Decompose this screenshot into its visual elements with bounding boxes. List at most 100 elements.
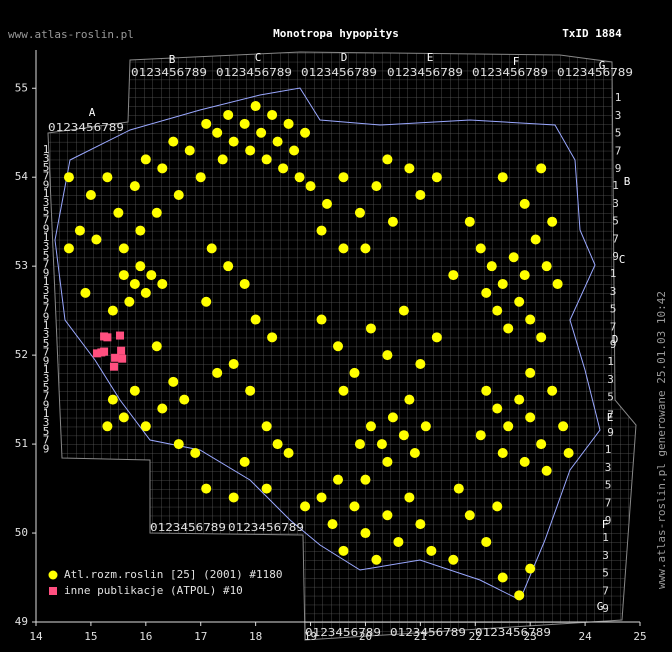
x-tick-label: 23 [524, 630, 537, 643]
point [173, 190, 184, 201]
row-digit: 3 [43, 416, 50, 429]
point [519, 270, 530, 281]
row-digit: 5 [612, 215, 619, 228]
point [300, 501, 311, 512]
point [519, 198, 530, 209]
point [525, 314, 536, 325]
y-tick-label: 49 [15, 615, 28, 628]
point [360, 243, 371, 254]
point [250, 101, 261, 112]
grid-letter: A [89, 106, 96, 119]
point [239, 118, 250, 129]
row-digit: 7 [43, 258, 50, 271]
point [404, 492, 415, 503]
y-tick-label: 50 [15, 526, 28, 539]
point [382, 154, 393, 165]
point [371, 181, 382, 192]
point [74, 225, 85, 236]
point [179, 394, 190, 405]
point [503, 323, 514, 334]
point [536, 332, 547, 343]
point [223, 261, 234, 272]
grid-digits: 0123456789 [305, 626, 381, 639]
row-digit: 7 [602, 584, 609, 597]
point [140, 154, 151, 165]
point [102, 172, 113, 183]
point [201, 483, 212, 494]
site-label: www.atlas-roslin.pl [8, 28, 134, 41]
point [525, 367, 536, 378]
point [525, 412, 536, 423]
point [382, 510, 393, 521]
grid-letter: E [427, 51, 434, 64]
grid-digits: 0123456789 [48, 121, 124, 134]
point [111, 353, 120, 362]
point [338, 172, 349, 183]
point [107, 394, 118, 405]
row-digit: 1 [602, 531, 609, 544]
grid-digits: 0123456789 [216, 66, 292, 79]
row-digit: 1 [610, 267, 617, 280]
point [333, 474, 343, 485]
point [228, 359, 239, 370]
point [536, 439, 547, 450]
point [398, 305, 409, 316]
point [168, 136, 179, 147]
point [267, 109, 278, 120]
point [547, 216, 558, 227]
grid-digits: 0123456789 [131, 66, 207, 79]
row-digit: 9 [615, 162, 622, 175]
point [382, 350, 393, 361]
point [327, 519, 338, 530]
point [316, 492, 327, 503]
row-digit: 9 [602, 602, 609, 615]
point [431, 332, 442, 343]
row-digit: 3 [615, 109, 622, 122]
point [475, 430, 486, 441]
point [409, 447, 420, 458]
point [157, 403, 168, 414]
point [223, 109, 234, 120]
point [151, 341, 162, 352]
point [486, 261, 497, 272]
row-digit: 7 [612, 232, 619, 245]
row-digit: 5 [607, 391, 614, 404]
row-digit: 9 [610, 338, 617, 351]
x-tick-label: 15 [84, 630, 97, 643]
point [404, 394, 415, 405]
point [157, 278, 168, 289]
point [536, 163, 547, 174]
point [514, 590, 525, 601]
legend-marker [48, 570, 58, 580]
row-digit: 3 [43, 152, 50, 165]
point [354, 207, 365, 218]
row-digit: 7 [43, 346, 50, 359]
row-digit: 7 [43, 302, 50, 315]
point [80, 287, 91, 298]
point [107, 305, 118, 316]
point [415, 359, 426, 370]
point [206, 243, 217, 254]
point [283, 118, 294, 129]
point [322, 198, 333, 209]
grid-digits: 0123456789 [557, 66, 633, 79]
point [117, 346, 126, 355]
point [201, 296, 212, 307]
row-digit: 7 [43, 214, 50, 227]
row-digit: 9 [605, 514, 612, 527]
point [492, 501, 503, 512]
row-digit: 9 [43, 355, 50, 368]
row-digit: 5 [43, 205, 50, 218]
grid-letter: B [169, 53, 176, 66]
row-digit: 3 [43, 284, 50, 297]
row-digit: 1 [615, 91, 622, 104]
point [415, 190, 426, 201]
point [300, 127, 311, 138]
grid-digits: 0123456789 [472, 66, 548, 79]
point [217, 154, 228, 165]
point [387, 412, 398, 423]
point [514, 394, 525, 405]
point [426, 545, 437, 556]
row-digit: 5 [602, 567, 609, 580]
